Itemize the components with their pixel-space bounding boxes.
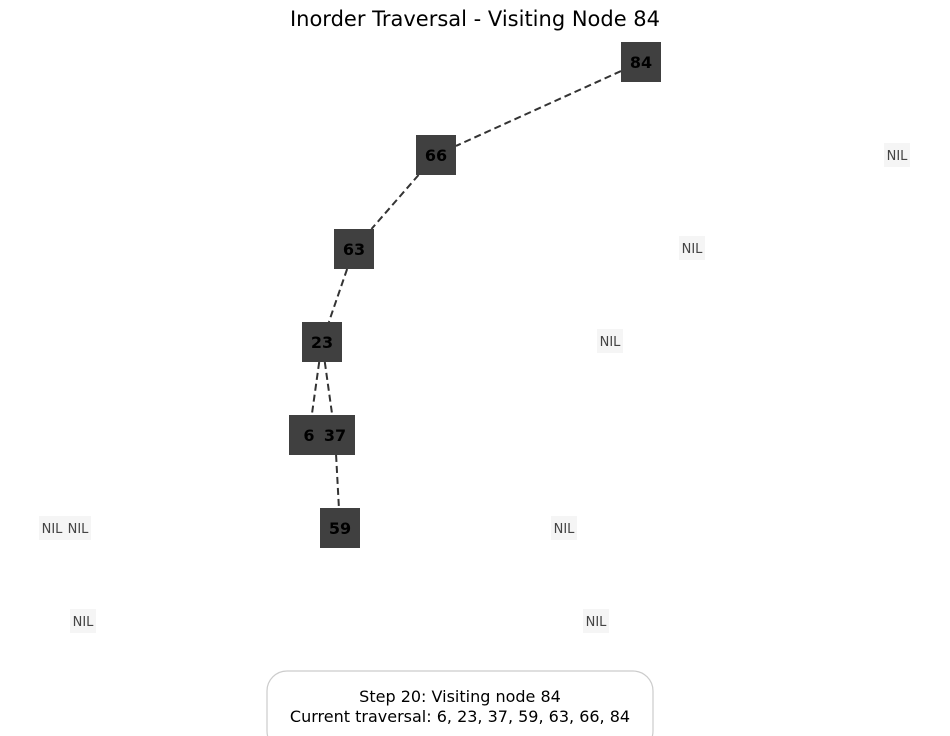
nil-label: NIL <box>68 522 90 537</box>
status-line-step: Step 20: Visiting node 84 <box>359 687 561 706</box>
node-box <box>416 135 456 175</box>
status-panel: Step 20: Visiting node 84 Current traver… <box>266 670 654 736</box>
edge-n66-n63 <box>370 174 420 230</box>
nil-layer: NIL NIL NIL NIL NIL NIL NIL NIL <box>39 143 910 633</box>
node-label: 6 <box>303 426 314 445</box>
nodes-layer: 84 66 63 23 6 37 59 <box>289 42 661 548</box>
nil-label: NIL <box>887 149 909 164</box>
nil-box <box>551 516 577 540</box>
edges-layer <box>310 70 622 509</box>
nil-leaf: NIL <box>65 516 91 540</box>
edge-n23-n6 <box>310 361 321 416</box>
edge-n37-n59 <box>335 454 340 509</box>
nil-leaf: NIL <box>551 516 577 540</box>
nil-label: NIL <box>554 522 576 537</box>
node-label: 63 <box>343 240 365 259</box>
node-label: 23 <box>311 333 333 352</box>
diagram-title: Inorder Traversal - Visiting Node 84 <box>290 7 660 31</box>
node-label: 66 <box>425 146 447 165</box>
node-label: 59 <box>329 519 351 538</box>
nil-label: NIL <box>42 522 64 537</box>
nil-box <box>679 236 705 260</box>
nil-leaf: NIL <box>583 609 609 633</box>
tree-node-63: 63 <box>334 229 374 269</box>
nil-leaf: NIL <box>597 329 623 353</box>
nil-box <box>39 516 65 540</box>
edge-n63-n23 <box>327 268 349 323</box>
nil-label: NIL <box>586 615 608 630</box>
tree-node-59: 59 <box>320 508 360 548</box>
edge-n23-n37 <box>323 361 334 416</box>
node-box <box>320 508 360 548</box>
node-box <box>315 415 355 455</box>
node-box <box>334 229 374 269</box>
node-label: 37 <box>324 426 346 445</box>
nil-label: NIL <box>600 335 622 350</box>
nil-box <box>884 143 910 167</box>
nil-leaf: NIL <box>70 609 96 633</box>
nil-label: NIL <box>73 615 95 630</box>
nil-leaf: NIL <box>884 143 910 167</box>
nil-box <box>583 609 609 633</box>
nil-box <box>65 516 91 540</box>
edge-n84-n66 <box>455 70 622 147</box>
tree-node-66: 66 <box>416 135 456 175</box>
nil-leaf: NIL <box>39 516 65 540</box>
nil-label: NIL <box>682 242 704 257</box>
tree-node-23: 23 <box>302 322 342 362</box>
node-label: 84 <box>630 53 652 72</box>
status-box <box>266 670 654 736</box>
node-box <box>621 42 661 82</box>
tree-node-84: 84 <box>621 42 661 82</box>
nil-box <box>70 609 96 633</box>
tree-node-37: 37 <box>315 415 355 455</box>
node-box <box>302 322 342 362</box>
nil-box <box>597 329 623 353</box>
nil-leaf: NIL <box>679 236 705 260</box>
status-line-traversal: Current traversal: 6, 23, 37, 59, 63, 66… <box>290 707 630 726</box>
